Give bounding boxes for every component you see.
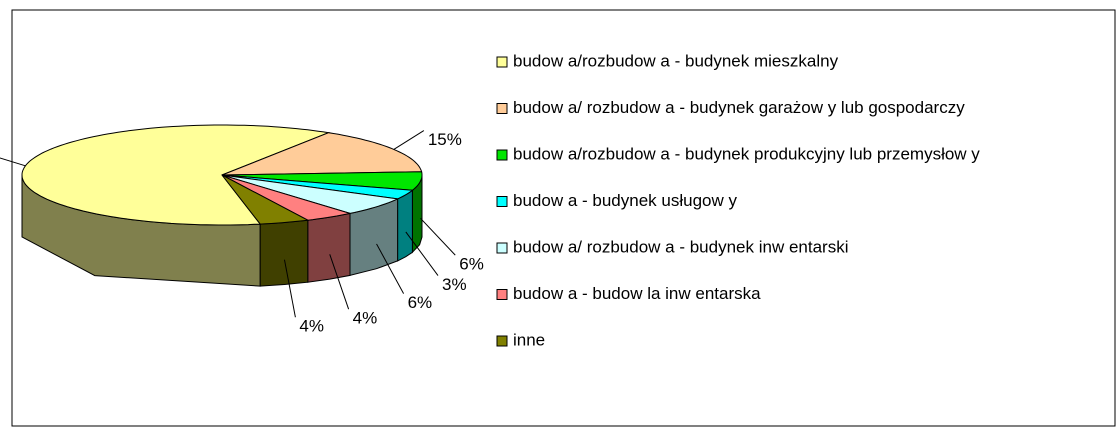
legend-swatch <box>496 56 508 68</box>
pie-slice <box>221 174 310 225</box>
legend-label: inne <box>513 330 545 349</box>
legend-label: budow a - budow la inw entarska <box>513 284 761 303</box>
legend-swatch <box>496 103 508 114</box>
leader-line <box>283 259 296 318</box>
data-label: 6% <box>459 255 484 274</box>
legend-label: budow a/ rozbudow a - budynek inw entars… <box>513 237 848 256</box>
leader-line <box>393 130 425 150</box>
data-label: 3% <box>442 275 467 294</box>
legend-label: budow a/rozbudow a - budynek mieszkalny <box>513 51 839 70</box>
leader-line <box>376 243 405 294</box>
leader-line <box>420 217 456 256</box>
leader-line <box>0 157 26 167</box>
legend-swatch <box>496 242 508 254</box>
pie-slice <box>221 174 351 221</box>
legend-label: budow a/ rozbudow a - budynek garażow y … <box>513 98 965 117</box>
legend-label: budow a - budynek usługow y <box>513 191 737 210</box>
data-label: 4% <box>299 317 324 336</box>
pie-side <box>397 189 413 262</box>
data-label: 15% <box>428 130 462 149</box>
pie-side <box>307 212 351 283</box>
leader-line <box>329 254 350 310</box>
legend-swatch <box>496 149 508 161</box>
legend-swatch <box>496 335 508 347</box>
data-label: 6% <box>408 293 433 312</box>
legend-swatch <box>496 289 508 300</box>
data-label: 4% <box>353 309 378 328</box>
legend-label: budow a/rozbudow a - budynek produkcyjny… <box>513 144 980 163</box>
pie-side <box>259 219 309 287</box>
legend-swatch <box>496 196 508 207</box>
pie-slice <box>221 171 423 191</box>
pie-slice <box>221 174 400 214</box>
leader-line <box>405 231 439 276</box>
